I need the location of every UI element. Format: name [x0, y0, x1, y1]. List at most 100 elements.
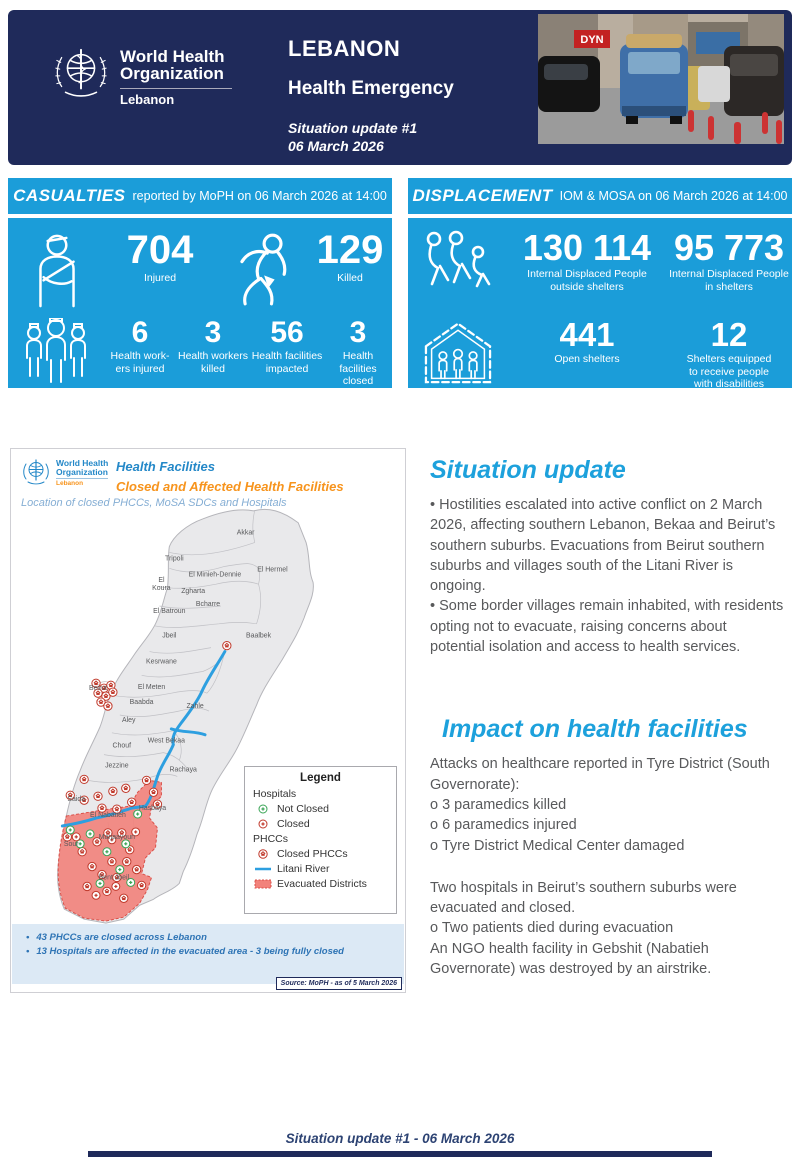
- situation-bullets: • Hostilities escalated into active conf…: [430, 497, 784, 656]
- svg-text:Zgharta: Zgharta: [181, 588, 205, 595]
- svg-text:El Batroun: El Batroun: [153, 608, 185, 615]
- injured-count: 704: [126, 228, 194, 272]
- river-line-icon: [253, 866, 273, 872]
- impact-block-2: Two hospitals in Beirut’s southern subur…: [430, 879, 737, 978]
- killed-count: 129: [316, 228, 384, 272]
- svg-text:Baabda: Baabda: [130, 699, 154, 706]
- hospital-open-icon: [253, 803, 273, 815]
- facilities-closed-count: 3: [349, 316, 367, 349]
- facilities-impacted-label: Health facilities impacted: [251, 350, 323, 375]
- open-shelters-count: 441: [559, 316, 615, 353]
- map-logo-line1: World Health: [56, 458, 109, 468]
- health-workers-killed-count: 3: [204, 316, 222, 349]
- injured-label: Injured: [143, 272, 177, 284]
- svg-text:El Minieh-Dennie: El Minieh-Dennie: [189, 571, 242, 578]
- map-who-logo: World Health Organization Lebanon: [21, 457, 108, 488]
- svg-text:Hasbaya: Hasbaya: [139, 805, 166, 812]
- title-block: LEBANON Health Emergency Situation updat…: [288, 36, 454, 154]
- map-note-1: 43 PHCCs are closed across Lebanon: [20, 931, 394, 945]
- equipped-shelters-label: Shelters equipped to receive people with…: [686, 353, 772, 391]
- who-emblem-icon: [23, 459, 49, 485]
- report-date: 06 March 2026: [288, 138, 384, 154]
- impact-heading: Impact on health facilities: [442, 715, 748, 744]
- footer-bar: [88, 1151, 712, 1157]
- killed-person-icon: [214, 230, 310, 308]
- situation-update-heading: Situation update: [430, 456, 626, 484]
- who-logo-line1: World Health: [120, 47, 225, 66]
- health-workers-killed-label: Health workers killed: [177, 350, 249, 375]
- svg-text:Kesrwane: Kesrwane: [146, 658, 177, 665]
- svg-text:Baalbek: Baalbek: [246, 633, 272, 640]
- injured-person-icon: [8, 230, 106, 312]
- lebanon-map: Akkar Tripoli El Minieh-Dennie El Koura Zghar…: [57, 508, 314, 924]
- map-logo-line2: Organization: [56, 466, 108, 477]
- casualties-header: CASUALTIES reported by MoPH on 06 March …: [8, 178, 392, 214]
- svg-text:West Bekaa: West Bekaa: [148, 738, 185, 745]
- svg-text:Bcharre: Bcharre: [196, 601, 220, 608]
- displacement-header: DISPLACEMENT IOM & MOSA on 06 March 2026…: [408, 178, 792, 214]
- svg-text:El Meten: El Meten: [138, 684, 165, 691]
- displacement-panel: DISPLACEMENT IOM & MOSA on 06 March 2026…: [408, 178, 792, 391]
- text-column: Situation update • Hostilities escalated…: [406, 448, 792, 993]
- page-title: LEBANON: [288, 36, 401, 61]
- logo-divider: [120, 87, 232, 89]
- legend-hospitals-header: Hospitals: [253, 788, 297, 800]
- map-logo-country: Lebanon: [56, 480, 84, 487]
- shelter-icon: [408, 318, 508, 384]
- map-logo-divider: [56, 478, 108, 479]
- map-subtitle: Closed and Affected Health Facilities: [116, 478, 344, 494]
- casualties-source: reported by MoPH on 06 March 2026 at 14:…: [132, 189, 387, 203]
- evacuated-swatch-icon: [253, 879, 273, 889]
- litani-river: [60, 650, 227, 828]
- svg-text:Tripoli: Tripoli: [165, 555, 184, 562]
- idp-in-shelters-count: 95 773: [673, 227, 785, 268]
- open-shelters-label: Open shelters: [554, 353, 620, 365]
- killed-label: Killed: [337, 272, 363, 284]
- footer-text: Situation update #1 - 06 March 2026: [285, 1131, 515, 1146]
- page-subtitle: Health Emergency: [288, 78, 454, 99]
- health-workers-icon: [8, 318, 103, 384]
- svg-text:Aley: Aley: [122, 717, 136, 724]
- legend-hospital-closed-label: Closed: [277, 818, 310, 830]
- svg-text:Beirut: Beirut: [89, 685, 107, 692]
- svg-text:Zahle: Zahle: [186, 703, 203, 710]
- facilities-closed-label: Health facilities closed: [339, 350, 377, 388]
- health-workers-injured-count: 6: [131, 316, 149, 349]
- lower-section: World Health Organization Lebanon Health…: [10, 448, 792, 993]
- legend-river-label: Litani River: [277, 863, 330, 875]
- map-legend: Legend Hospitals Not Closed Closed PHCCs: [244, 766, 397, 914]
- stat-panels: CASUALTIES reported by MoPH on 06 March …: [8, 178, 792, 391]
- svg-text:Akkar: Akkar: [237, 530, 255, 537]
- map-card: World Health Organization Lebanon Health…: [10, 448, 406, 993]
- idp-outside-count: 130 114: [522, 227, 652, 268]
- who-logo-country: Lebanon: [120, 91, 175, 107]
- legend-phcc-header: PHCCs: [253, 833, 289, 845]
- map-source: Source: MoPH - as of 5 March 2026: [275, 977, 402, 990]
- casualties-title: CASUALTIES: [13, 186, 126, 205]
- map-caption: Location of closed PHCCs, MoSA SDCs and …: [21, 497, 287, 509]
- who-logo: World Health Organization Lebanon: [52, 44, 232, 106]
- svg-text:Chouf: Chouf: [113, 743, 132, 750]
- svg-text:Sour: Sour: [64, 841, 79, 848]
- casualties-panel: CASUALTIES reported by MoPH on 06 March …: [8, 178, 392, 388]
- header-photo: DYN: [538, 14, 784, 144]
- idp-in-shelters-label: Internal Displaced People in shelters: [669, 268, 789, 293]
- facilities-impacted-count: 56: [270, 316, 304, 349]
- svg-text:Jbeil: Jbeil: [162, 633, 177, 640]
- impact-block-1: Attacks on healthcare reported in Tyre D…: [430, 756, 770, 854]
- displaced-family-icon: [408, 230, 508, 302]
- displacement-body: 130 114 Internal Displaced People outsid…: [408, 218, 792, 391]
- district-labels: Akkar Tripoli El Minieh-Dennie El Koura Zghar…: [64, 530, 288, 882]
- hospital-closed-icon: [253, 818, 273, 830]
- idp-outside-label: Internal Displaced People outside shelte…: [527, 268, 647, 293]
- legend-phcc-closed-label: Closed PHCCs: [277, 848, 348, 860]
- displacement-title: DISPLACEMENT: [412, 186, 553, 205]
- svg-text:Marjaayoun: Marjaayoun: [99, 834, 135, 841]
- who-logo-line2: Organization: [120, 64, 224, 84]
- legend-evacuated-label: Evacuated Districts: [277, 878, 367, 890]
- photo-sign-text: DYN: [580, 34, 603, 46]
- traffic-photo-illustration: DYN: [538, 14, 784, 144]
- svg-text:Saida: Saida: [67, 796, 85, 803]
- svg-text:El Hermel: El Hermel: [257, 566, 288, 573]
